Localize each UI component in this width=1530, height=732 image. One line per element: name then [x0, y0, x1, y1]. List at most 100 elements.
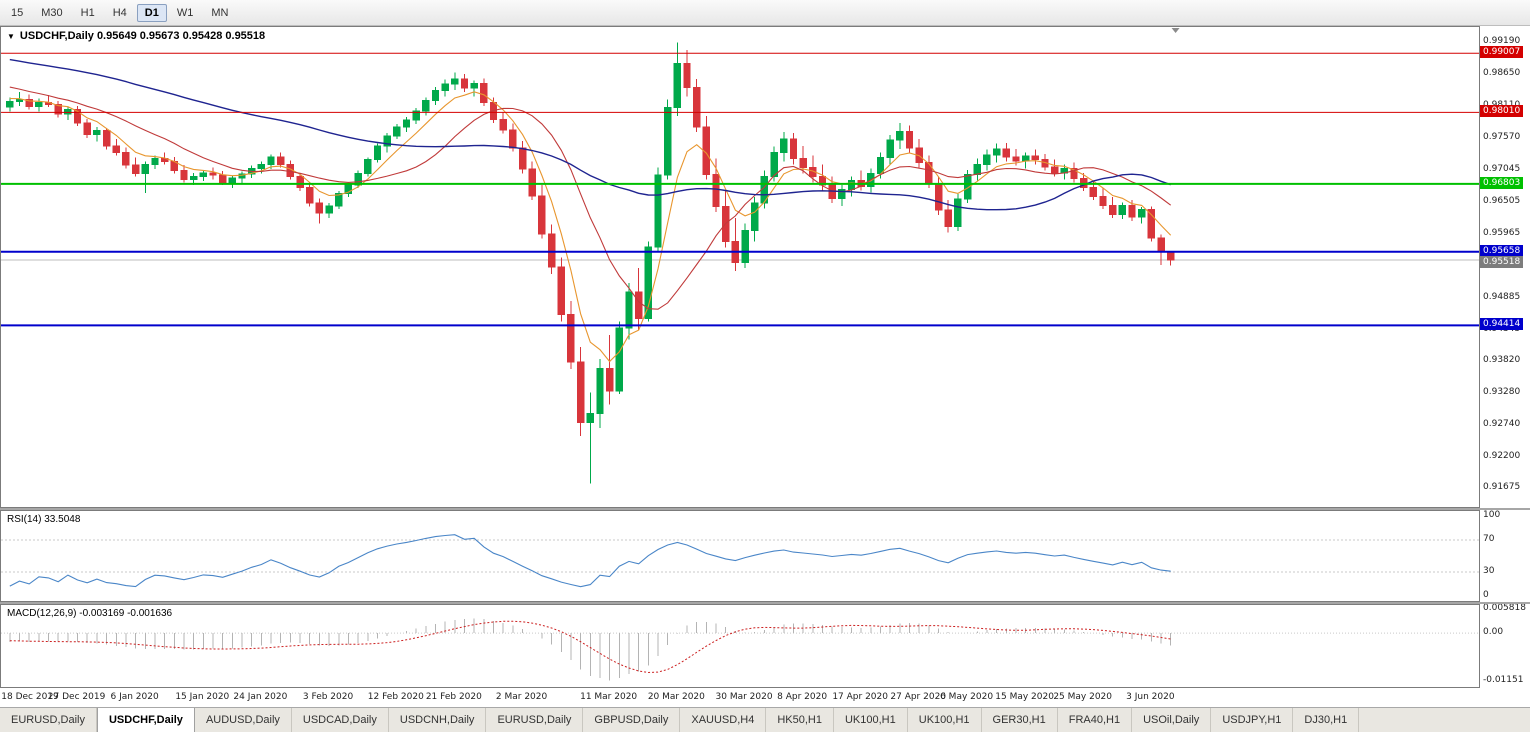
date-label: 6 Jan 2020 — [110, 692, 159, 702]
macd-pane-divider[interactable] — [0, 602, 1530, 604]
axis-label: 0.91675 — [1483, 481, 1521, 492]
rsi-pane: RSI(14) 33.5048 100 70 30 0 — [0, 510, 1530, 602]
rsi-line — [9, 534, 1171, 588]
axis-label: 70 — [1483, 534, 1495, 544]
axis-label: 0.00 — [1483, 627, 1504, 638]
date-label: 20 Mar 2020 — [647, 692, 705, 702]
price-badge-0.96803: 0.96803 — [1480, 176, 1524, 189]
time-axis[interactable]: 18 Dec 2019 27 Dec 2019 6 Jan 2020 15 Jan 2… — [0, 688, 1480, 707]
timeframe-toolbar: 15 M30 H1 H4 D1 W1 MN — [0, 0, 1530, 26]
date-label: 25 May 2020 — [1053, 692, 1112, 702]
date-label: 27 Dec 2019 — [47, 692, 106, 702]
price-badge-0.99007: 0.99007 — [1480, 46, 1524, 59]
candlestick-chart — [1, 28, 1479, 484]
rsi-plot[interactable]: RSI(14) 33.5048 — [0, 510, 1480, 602]
tab-audusd-daily[interactable]: AUDUSD,Daily — [195, 708, 292, 732]
rsi-axis[interactable]: 100 70 30 0 — [1480, 510, 1530, 602]
date-label: 3 Feb 2020 — [302, 692, 354, 702]
tab-usoil-daily[interactable]: USOil,Daily — [1132, 708, 1212, 732]
tab-eurusd-daily[interactable]: EURUSD,Daily — [486, 708, 584, 732]
axis-label: 0.93280 — [1483, 386, 1521, 397]
date-label: 21 Feb 2020 — [425, 692, 482, 702]
tab-uk100-h1[interactable]: UK100,H1 — [834, 708, 908, 732]
axis-label: 0.92200 — [1483, 450, 1521, 461]
timeframe-button-h1[interactable]: H1 — [80, 6, 95, 19]
main-chart-plot[interactable]: ▼ USDCHF,Daily 0.95649 0.95673 0.95428 0… — [0, 26, 1480, 508]
chart-shift-marker[interactable] — [1171, 28, 1180, 33]
date-label: 15 May 2020 — [995, 692, 1054, 702]
tab-fra40-h1[interactable]: FRA40,H1 — [1058, 708, 1133, 732]
chart-header: ▼ USDCHF,Daily 0.95649 0.95673 0.95428 0… — [7, 30, 265, 42]
date-label: 15 Jan 2020 — [175, 692, 230, 702]
rsi-pane-divider[interactable] — [0, 508, 1530, 510]
timeframe-button-h4[interactable]: H4 — [112, 6, 127, 19]
axis-label: 0.005818 — [1483, 604, 1526, 613]
candles — [6, 42, 1175, 484]
timeframe-button-mn[interactable]: MN — [211, 6, 229, 19]
tab-gbpusd-daily[interactable]: GBPUSD,Daily — [583, 708, 681, 732]
macd-signal-line — [9, 620, 1171, 674]
rsi-chart — [1, 534, 1479, 588]
tab-eurusd-daily[interactable]: EURUSD,Daily — [0, 708, 97, 732]
tab-dj30-h1[interactable]: DJ30,H1 — [1293, 708, 1360, 732]
chart-tab-bar: EURUSD,Daily USDCHF,Daily AUDUSD,Daily USDC… — [0, 707, 1530, 732]
chart-header-text: USDCHF,Daily 0.95649 0.95673 0.95428 0.9… — [19, 30, 266, 42]
time-axis-row: 18 Dec 2019 27 Dec 2019 6 Jan 2020 15 Jan 2… — [0, 688, 1530, 707]
main-chart-pane: ▼ USDCHF,Daily 0.95649 0.95673 0.95428 0… — [0, 26, 1530, 508]
moving-average-sma50-line[interactable] — [9, 58, 1171, 211]
macd-label: MACD(12,26,9) -0.003169 -0.001636 — [7, 608, 173, 619]
date-label: 2 Mar 2020 — [495, 692, 548, 702]
tab-usdchf-daily[interactable]: USDCHF,Daily — [96, 708, 195, 732]
macd-histogram — [9, 618, 1172, 681]
date-label: 27 Apr 2020 — [890, 692, 947, 702]
axis-label: -0.01151 — [1483, 675, 1524, 685]
rsi-label: RSI(14) 33.5048 — [7, 514, 81, 525]
axis-label: 0.93820 — [1483, 354, 1521, 365]
macd-pane: MACD(12,26,9) -0.003169 -0.001636 0.0058… — [0, 604, 1530, 688]
macd-plot[interactable]: MACD(12,26,9) -0.003169 -0.001636 — [0, 604, 1480, 688]
axis-label: 0.98650 — [1483, 68, 1521, 79]
macd-value-axis[interactable]: 0.005818 0.00 -0.01151 — [1480, 604, 1530, 688]
axis-label: 0.95965 — [1483, 227, 1521, 238]
date-label: 11 Mar 2020 — [580, 692, 638, 702]
axis-label: 0.96505 — [1483, 195, 1521, 206]
axis-label: 0 — [1483, 590, 1489, 600]
timeframe-button-d1[interactable]: D1 — [136, 3, 167, 22]
axis-corner — [1480, 688, 1530, 707]
price-axis[interactable]: 0.991900.986500.981100.975700.970450.965… — [1480, 26, 1530, 508]
date-label: 6 May 2020 — [940, 692, 994, 702]
timeframe-button-15[interactable]: 15 — [11, 6, 24, 19]
axis-label: 0.99190 — [1483, 36, 1521, 47]
tab-usdjpy-h1[interactable]: USDJPY,H1 — [1211, 708, 1294, 732]
bid-price-badge: 0.95518 — [1480, 256, 1524, 268]
timeframe-button-m30[interactable]: M30 — [41, 6, 63, 19]
price-badge-0.98010: 0.98010 — [1480, 105, 1524, 118]
tab-xauusd-h4[interactable]: XAUUSD,H4 — [680, 708, 767, 732]
tab-usdcnh-daily[interactable]: USDCNH,Daily — [389, 708, 487, 732]
price-badge-0.95658: 0.95658 — [1480, 244, 1524, 257]
date-label: 30 Mar 2020 — [715, 692, 773, 702]
axis-label: 100 — [1483, 510, 1501, 520]
moving-average-ema6-line[interactable] — [9, 91, 1172, 363]
date-label: 17 Apr 2020 — [832, 692, 888, 702]
tab-ger30-h1[interactable]: GER30,H1 — [982, 708, 1058, 732]
chart-dropdown-icon[interactable]: ▼ — [7, 31, 15, 41]
axis-label: 0.94885 — [1483, 291, 1521, 302]
tab-hk50-h1[interactable]: HK50,H1 — [766, 708, 834, 732]
tab-uk100-h1[interactable]: UK100,H1 — [908, 708, 982, 732]
timeframe-button-w1[interactable]: W1 — [176, 6, 194, 19]
date-label: 8 Apr 2020 — [777, 692, 828, 702]
axis-label: 0.97570 — [1483, 132, 1521, 143]
tab-usdcad-daily[interactable]: USDCAD,Daily — [292, 708, 389, 732]
date-label: 3 Jun 2020 — [1126, 692, 1175, 702]
axis-label: 30 — [1483, 566, 1495, 576]
macd-chart — [1, 618, 1479, 681]
date-label: 18 Dec 2019 — [1, 692, 59, 702]
date-label: 24 Jan 2020 — [233, 692, 288, 702]
price-badge-0.94414: 0.94414 — [1480, 318, 1524, 331]
date-label: 12 Feb 2020 — [367, 692, 424, 702]
moving-average-sma14-line[interactable] — [9, 86, 1172, 310]
axis-label: 0.97045 — [1483, 163, 1521, 174]
axis-label: 0.92740 — [1483, 418, 1521, 429]
